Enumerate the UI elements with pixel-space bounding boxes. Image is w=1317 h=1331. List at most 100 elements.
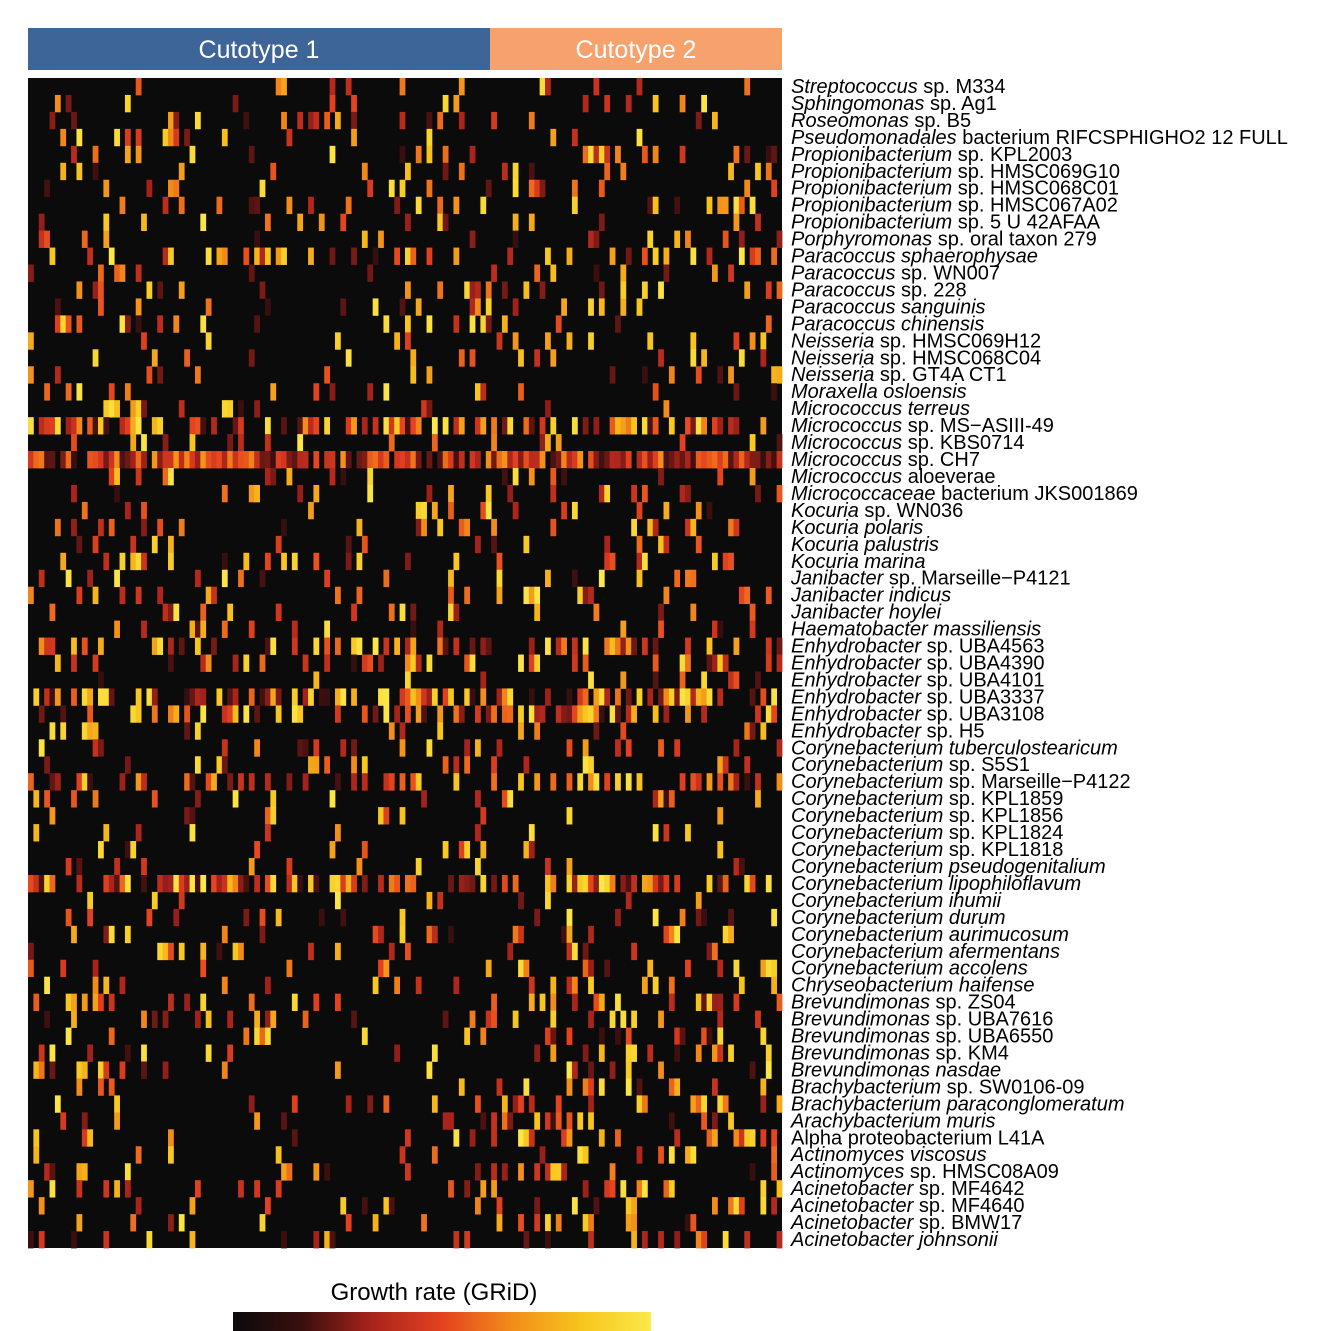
heatmap-cell	[114, 874, 120, 893]
heatmap-cell	[636, 569, 643, 588]
heatmap-cell	[507, 484, 514, 503]
heatmap-cell	[469, 637, 476, 655]
heatmap-cell	[453, 756, 460, 774]
heatmap-cell	[771, 959, 778, 978]
heatmap-cell	[162, 196, 169, 215]
row-label-genus: Kocuria	[791, 551, 859, 573]
heatmap-cell	[695, 111, 702, 130]
heatmap-cell	[464, 1180, 471, 1198]
heatmap-cell	[372, 1214, 379, 1232]
heatmap-cell	[674, 1027, 681, 1045]
heatmap-cell	[361, 841, 368, 859]
heatmap-cell	[528, 824, 535, 842]
heatmap-cell	[604, 959, 611, 978]
heatmap-cell	[351, 128, 357, 147]
heatmap-cell	[119, 586, 126, 605]
heatmap-cell	[345, 349, 352, 367]
heatmap-cell	[71, 518, 77, 537]
heatmap-cell	[248, 688, 255, 706]
heatmap-cell	[744, 145, 751, 164]
heatmap-cell	[318, 908, 325, 927]
heatmap-cell	[566, 1027, 573, 1045]
heatmap-cell	[388, 1197, 395, 1215]
heatmap-cell	[286, 858, 293, 876]
heatmap-cell	[405, 281, 411, 299]
heatmap-cell	[248, 620, 255, 638]
heatmap-cell	[421, 688, 427, 706]
heatmap-cell	[711, 1112, 718, 1130]
heatmap-cell	[394, 637, 401, 655]
heatmap-cell	[361, 230, 368, 248]
heatmap-cell	[706, 196, 713, 215]
row-label: Corynebacterium sp. KPL1856	[791, 805, 1063, 827]
heatmap-cell	[448, 1112, 454, 1130]
heatmap-cell	[545, 874, 551, 893]
heatmap-cell	[555, 637, 562, 655]
heatmap-cell	[571, 705, 578, 723]
heatmap-cell	[221, 400, 228, 418]
heatmap-cell	[340, 451, 347, 469]
heatmap-cell	[146, 179, 153, 198]
heatmap-cell	[598, 213, 605, 232]
heatmap-cell	[60, 315, 67, 333]
heatmap-cell	[168, 128, 174, 147]
row-label-rest: sp. UBA4390	[921, 653, 1044, 675]
heatmap-cell	[652, 383, 659, 401]
heatmap-cell	[534, 1197, 541, 1215]
heatmap-cell	[28, 874, 34, 893]
heatmap-cell	[254, 484, 260, 503]
heatmap-cell	[658, 688, 664, 706]
heatmap-cell	[733, 451, 740, 469]
heatmap-cell	[410, 620, 417, 638]
heatmap-cell	[566, 739, 573, 757]
heatmap-cell	[415, 976, 422, 995]
heatmap-cell	[647, 959, 654, 978]
heatmap-cell	[588, 145, 594, 164]
heatmap-cell	[598, 688, 605, 706]
heatmap-cell	[749, 247, 756, 265]
heatmap-cell	[577, 688, 584, 706]
heatmap-cell	[205, 1044, 212, 1062]
heatmap-cell	[275, 1146, 282, 1164]
heatmap-cell	[254, 400, 260, 418]
heatmap-cell	[281, 78, 287, 96]
heatmap-cell	[98, 518, 104, 537]
heatmap-cell	[717, 688, 724, 706]
row-label-rest: sp. HMSC068C04	[874, 347, 1041, 369]
heatmap-cell	[588, 1061, 594, 1079]
row-label-rest: sp. HMSC068C01	[952, 178, 1119, 200]
heatmap-cell	[264, 552, 271, 571]
heatmap-cell	[399, 78, 406, 96]
heatmap-cell	[609, 874, 616, 893]
heatmap-cell	[620, 1010, 627, 1028]
heatmap-cell	[475, 824, 481, 842]
heatmap-cell	[491, 451, 497, 469]
heatmap-cell	[534, 1163, 541, 1181]
heatmap-cell	[54, 688, 61, 706]
heatmap-cell	[184, 128, 190, 147]
heatmap-cell	[173, 111, 180, 130]
heatmap-cell	[593, 603, 600, 622]
heatmap-cell	[744, 179, 751, 198]
heatmap-cell	[168, 552, 174, 571]
heatmap-cell	[135, 1146, 142, 1164]
heatmap-cell	[588, 1010, 594, 1028]
heatmap-cell	[334, 824, 341, 842]
heatmap-cell	[598, 569, 605, 588]
heatmap-cell	[76, 383, 83, 401]
row-label-genus: Streptococcus	[791, 76, 918, 98]
heatmap-cell	[178, 281, 185, 299]
heatmap-cell	[571, 417, 578, 435]
heatmap-cell	[211, 586, 217, 605]
heatmap-cell	[674, 1129, 681, 1147]
heatmap-cell	[87, 569, 94, 588]
heatmap-cell	[711, 451, 718, 469]
heatmap-cell	[701, 94, 707, 113]
heatmap-cell	[437, 705, 444, 723]
heatmap-cell	[211, 637, 217, 655]
heatmap-cell	[604, 637, 611, 655]
heatmap-cell	[760, 1180, 767, 1198]
heatmap-cell	[437, 620, 444, 638]
heatmap-cell	[469, 654, 476, 672]
row-label: Actinomyces sp. HMSC08A09	[790, 1161, 1059, 1183]
